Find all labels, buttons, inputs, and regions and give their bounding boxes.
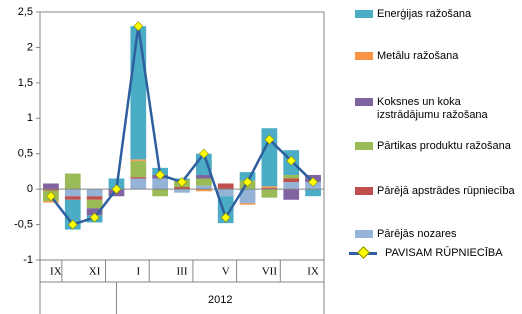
bar-segment bbox=[195, 189, 212, 192]
total-marker bbox=[198, 148, 209, 159]
bar-segment bbox=[64, 189, 81, 197]
bar-segment bbox=[43, 201, 59, 203]
legend-swatch bbox=[355, 10, 373, 18]
bar-segment bbox=[130, 160, 147, 178]
y-tick-label: 2,5 bbox=[18, 6, 33, 18]
bar-segment bbox=[283, 182, 300, 190]
x-tick-label: IX bbox=[50, 266, 62, 278]
bar-segment bbox=[217, 183, 234, 190]
legend-swatch bbox=[355, 52, 373, 60]
y-tick-label: 1 bbox=[27, 112, 33, 124]
x-tick-label: XI bbox=[89, 266, 101, 278]
legend-swatch bbox=[355, 230, 373, 238]
bar-segment bbox=[239, 203, 256, 205]
bar-segment bbox=[305, 189, 321, 197]
x-tick-label: V bbox=[222, 266, 230, 278]
bar-segment bbox=[283, 189, 300, 200]
bar-segment bbox=[130, 177, 147, 179]
y-tick-label: -1 bbox=[23, 254, 33, 266]
bar-segment bbox=[195, 185, 212, 190]
legend-swatch bbox=[355, 98, 373, 106]
bar-segment bbox=[130, 178, 147, 190]
y-tick-label: 1,5 bbox=[18, 77, 33, 89]
legend-label: PAVISAM RŪPNIECĪBA bbox=[385, 247, 503, 259]
bar-segment bbox=[283, 178, 300, 183]
bar-segment bbox=[239, 172, 256, 181]
x-tick-label: I bbox=[136, 266, 140, 278]
bar-segment bbox=[195, 178, 212, 186]
legend-marker bbox=[357, 246, 370, 259]
total-marker bbox=[177, 177, 187, 187]
bar-segment bbox=[195, 174, 212, 179]
bar-segment bbox=[152, 178, 169, 190]
total-marker bbox=[45, 191, 56, 202]
bar-segment bbox=[174, 189, 190, 193]
total-marker bbox=[220, 212, 231, 223]
bar-segment bbox=[261, 187, 278, 190]
legend: Enerģijas ražošana Metālu ražošana Koksnes… bbox=[349, 0, 522, 314]
bar-segment bbox=[86, 196, 103, 200]
total-marker bbox=[286, 155, 297, 166]
bar-segment bbox=[239, 189, 256, 204]
legend-swatch bbox=[355, 142, 373, 150]
total-marker bbox=[89, 212, 100, 223]
legend-label: Enerģijas ražošana bbox=[377, 8, 472, 20]
x-tick-label: IX bbox=[307, 266, 319, 278]
bar-segment bbox=[261, 186, 278, 188]
bar-segment bbox=[261, 189, 278, 198]
bar-segment bbox=[43, 183, 59, 190]
bar-segment bbox=[152, 189, 169, 197]
bar-segment bbox=[130, 159, 147, 161]
bar-segment bbox=[86, 208, 103, 216]
legend-swatch bbox=[355, 187, 373, 195]
bar-segment bbox=[64, 196, 81, 200]
bar-segment bbox=[43, 189, 59, 191]
x-tick-label: III bbox=[177, 266, 188, 278]
y-tick-label: -0,5 bbox=[14, 218, 33, 230]
bar-segment bbox=[86, 189, 103, 197]
total-marker bbox=[67, 219, 78, 230]
total-marker bbox=[111, 184, 122, 195]
bar-segment bbox=[283, 174, 300, 179]
total-marker bbox=[242, 177, 253, 187]
year-label: 2012 bbox=[208, 294, 232, 306]
y-tick-label: 0,5 bbox=[18, 148, 33, 160]
bar-segment bbox=[217, 189, 234, 197]
plot-area bbox=[39, 11, 325, 261]
legend-label: Pārējās nozares bbox=[377, 228, 457, 240]
total-marker bbox=[308, 177, 319, 187]
legend-label: Pārējā apstrādes rūpniecība bbox=[377, 185, 515, 197]
total-marker bbox=[133, 21, 144, 32]
bar-segment bbox=[174, 187, 190, 190]
bar-segment bbox=[64, 173, 81, 190]
bar-segment bbox=[130, 26, 147, 160]
x-tick-label: VII bbox=[262, 266, 278, 278]
bar-segment bbox=[86, 199, 103, 209]
legend-label: Metālu ražošana bbox=[377, 50, 459, 62]
total-marker bbox=[264, 134, 275, 145]
y-tick-label: 0 bbox=[27, 183, 33, 195]
y-tick-label: 2 bbox=[27, 41, 33, 53]
total-marker bbox=[155, 170, 166, 180]
legend-label: Koksnes un koka izstrādājumu ražošana bbox=[377, 96, 488, 121]
legend-label: Pārtikas produktu ražošana bbox=[377, 140, 511, 152]
